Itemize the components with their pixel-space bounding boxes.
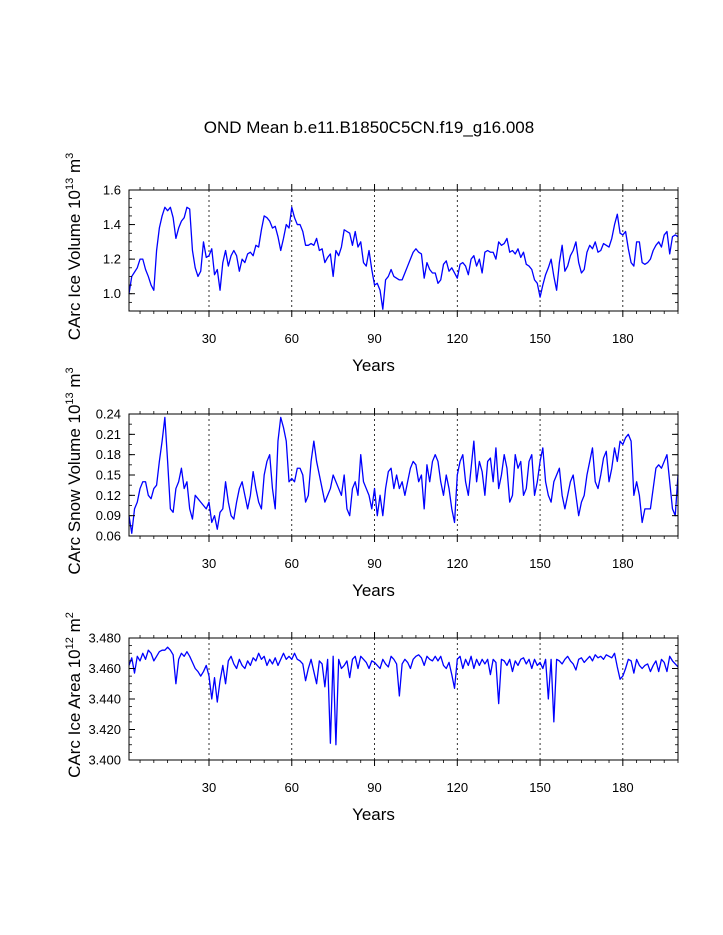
- y-tick-label: 1.4: [103, 217, 121, 232]
- x-tick-label: 60: [285, 331, 299, 346]
- y-tick-label: 3.420: [88, 722, 121, 737]
- x-tick-label: 60: [285, 556, 299, 571]
- y-axis-title: CArc Snow Volume 1013 m3: [64, 367, 84, 574]
- y-tick-label: 0.21: [96, 427, 121, 442]
- data-line-ice-volume: [128, 206, 679, 310]
- x-tick-label: 90: [367, 556, 381, 571]
- x-tick-label: 120: [446, 556, 468, 571]
- y-tick-label: 1.0: [103, 286, 121, 301]
- x-tick-label: 150: [529, 331, 551, 346]
- x-tick-label: 90: [367, 780, 381, 795]
- x-tick-label: 30: [202, 331, 216, 346]
- x-tick-label: 150: [529, 556, 551, 571]
- x-tick-label: 30: [202, 556, 216, 571]
- y-tick-label: 3.400: [88, 753, 121, 768]
- data-line-ice-area: [128, 646, 679, 746]
- chart-panel-snow-volume: 0.06 0.09 0.12 0.15 0.18 0.21 0.24 30 60 90 120 150…: [64, 367, 679, 600]
- y-axis-title: CArc Ice Volume 1013 m3: [64, 153, 84, 341]
- y-tick-label: 1.6: [103, 183, 121, 198]
- y-tick-label: 0.12: [96, 488, 121, 503]
- y-tick-label: 1.2: [103, 252, 121, 267]
- y-tick-label: 0.18: [96, 447, 121, 462]
- x-tick-label: 180: [612, 331, 634, 346]
- y-tick-label: 3.440: [88, 692, 121, 707]
- chart-panel-ice-volume: 1.0 1.2 1.4 1.6 30 60 90 120 150 180 Years CArc Ice…: [64, 153, 679, 375]
- y-axis-title: CArc Ice Area 1012 m2: [64, 612, 84, 778]
- chart-panel-ice-area: 3.400 3.420 3.440 3.460 3.480 30 60 90 120 150 180…: [64, 612, 679, 824]
- x-tick-label: 180: [612, 780, 634, 795]
- x-axis-title: Years: [352, 581, 395, 600]
- x-tick-label: 120: [446, 780, 468, 795]
- y-tick-label: 0.09: [96, 508, 121, 523]
- y-tick-label: 3.480: [88, 631, 121, 646]
- data-line-snow-volume: [128, 416, 679, 534]
- y-tick-label: 0.15: [96, 468, 121, 483]
- x-tick-label: 150: [529, 780, 551, 795]
- x-tick-label: 60: [285, 780, 299, 795]
- x-tick-label: 30: [202, 780, 216, 795]
- x-tick-label: 90: [367, 331, 381, 346]
- x-tick-label: 120: [446, 331, 468, 346]
- y-tick-label: 0.24: [96, 407, 121, 422]
- figure-title: OND Mean b.e11.B1850C5CN.f19_g16.008: [204, 118, 534, 137]
- x-axis-title: Years: [352, 356, 395, 375]
- x-tick-label: 180: [612, 556, 634, 571]
- y-tick-label: 3.460: [88, 661, 121, 676]
- y-tick-label: 0.06: [96, 529, 121, 544]
- x-axis-title: Years: [352, 805, 395, 824]
